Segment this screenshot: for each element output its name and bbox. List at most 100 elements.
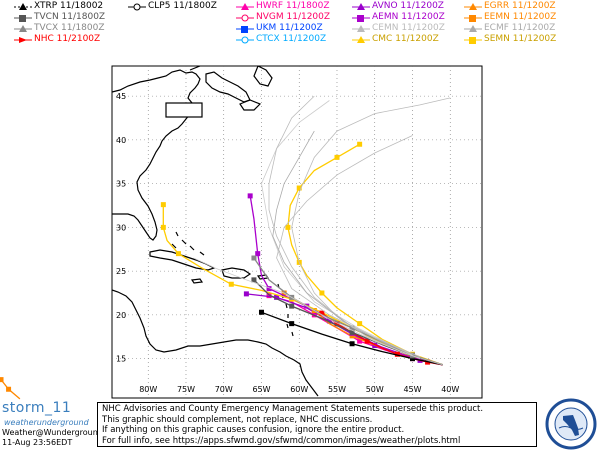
legend-item: XTRP 11/18002	[14, 1, 103, 12]
legend-label: EEMN 11/1200Z	[484, 12, 557, 22]
legend-item: UKM 11/1200Z	[236, 23, 323, 34]
legend-label: XTRP 11/18002	[34, 1, 104, 11]
legend-item: CTCX 11/1200Z	[236, 34, 326, 45]
legend-label: HWRF 11/1800Z	[256, 1, 330, 11]
disclaimer-line-1: NHC Advisories and County Emergency Mana…	[102, 404, 484, 414]
legend-label: CEMN 11/1200Z	[372, 23, 445, 33]
track-point	[326, 318, 332, 324]
bahamas	[171, 231, 205, 256]
track-line	[276, 135, 421, 358]
lon-label: 70W	[215, 385, 233, 394]
forecast-tracks	[160, 95, 451, 366]
hispaniola	[221, 267, 252, 279]
lat-label: 45	[116, 92, 126, 101]
legend-marker-icon	[464, 2, 482, 10]
track-point	[319, 290, 325, 296]
legend-label: TVCN 11/1800Z	[34, 12, 106, 22]
track-point	[364, 338, 370, 344]
lat-label: 40	[116, 136, 126, 145]
track-line	[162, 204, 443, 366]
track-point	[319, 310, 325, 316]
lat-label: 15	[116, 355, 126, 364]
legend-marker-icon	[236, 36, 254, 43]
track-point	[357, 141, 363, 147]
cuba	[149, 249, 216, 271]
lon-label: 75W	[177, 385, 195, 394]
legend-item: CLP5 11/1800Z	[128, 1, 217, 12]
track-line	[291, 97, 451, 366]
track-point	[255, 251, 261, 257]
track-point	[289, 321, 295, 327]
track-point	[349, 341, 355, 347]
legend-item: NHC 11/2100Z	[14, 34, 100, 45]
central-america	[112, 289, 319, 397]
legend-label: NVGM 11/1200Z	[256, 12, 331, 22]
track-point	[349, 333, 355, 339]
legend-label: CLP5 11/1800Z	[148, 1, 217, 11]
track-point	[6, 386, 12, 392]
track-point	[266, 286, 272, 292]
legend-marker-icon	[236, 25, 254, 33]
lon-label: 50W	[366, 385, 384, 394]
legend-item: TVCN 11/1800Z	[14, 12, 105, 23]
legend-label: CMC 11/1200Z	[372, 34, 439, 44]
legend-item: SEMN 11/1200Z	[464, 34, 556, 45]
track-point	[247, 193, 253, 199]
track-point	[251, 255, 257, 261]
legend-marker-icon	[236, 14, 254, 21]
track-point	[266, 293, 272, 299]
legend-item: NVGM 11/1200Z	[236, 12, 330, 23]
legend-marker-icon	[352, 24, 370, 32]
legend-marker-icon	[14, 14, 32, 22]
legend-marker-icon	[236, 2, 254, 10]
track-line	[193, 257, 421, 359]
track-line	[261, 100, 413, 356]
coastlines	[112, 66, 319, 397]
legend-marker-icon	[464, 14, 482, 22]
track-point	[296, 185, 302, 191]
track-point	[349, 329, 355, 335]
legend-marker-icon	[352, 35, 370, 43]
legend-label: CTCX 11/1200Z	[256, 34, 327, 44]
axis-labels: 80W 75W 70W 65W 60W 55W 50W 45W 40W 15 20 25 30 35 40 4…	[116, 92, 459, 394]
track-point	[334, 321, 340, 327]
track-line	[272, 130, 398, 351]
lon-label: 55W	[328, 385, 346, 394]
outside-tracks	[0, 377, 21, 400]
legend-item: AVNO 11/1200Z	[352, 1, 444, 12]
nova-scotia	[239, 99, 262, 111]
brand-logo-text: weatherunderground	[4, 418, 89, 427]
track-point	[394, 351, 400, 357]
lon-label: 65W	[252, 385, 270, 394]
legend-label: ECMF 11/1200Z	[484, 23, 556, 33]
track-point	[251, 277, 257, 283]
legend-label: NHC 11/2100Z	[34, 34, 101, 44]
lake-box	[165, 102, 203, 118]
map-frame	[111, 65, 483, 399]
track-point	[357, 321, 363, 327]
track-point	[409, 356, 415, 362]
legend-label: SEMN 11/1200Z	[484, 34, 557, 44]
track-point	[409, 352, 415, 358]
legend-marker-icon	[352, 2, 370, 10]
legend-marker-icon	[14, 24, 32, 32]
model-legend: XTRP 11/18002 CLP5 11/1800Z HWRF 11/1800Z A…	[0, 0, 600, 46]
legend-item: EEMN 11/1200Z	[464, 12, 556, 23]
legend-marker-icon	[464, 36, 482, 44]
newfoundland	[253, 66, 273, 87]
sfwmd-seal-icon	[545, 398, 597, 450]
lat-label: 20	[116, 311, 126, 320]
track-point	[285, 224, 291, 230]
legend-marker-icon	[352, 14, 370, 22]
jamaica	[190, 278, 204, 284]
track-point	[289, 303, 295, 309]
track-point	[357, 338, 363, 344]
track-point	[349, 325, 355, 331]
lat-label: 35	[116, 180, 126, 189]
disclaimer-line-4[interactable]: For full info, see https://apps.sfwmd.go…	[102, 435, 461, 446]
lon-label: 40W	[441, 385, 459, 394]
legend-item: CEMN 11/1200Z	[352, 23, 445, 34]
lon-label: 45W	[403, 385, 421, 394]
track-point	[334, 154, 340, 160]
